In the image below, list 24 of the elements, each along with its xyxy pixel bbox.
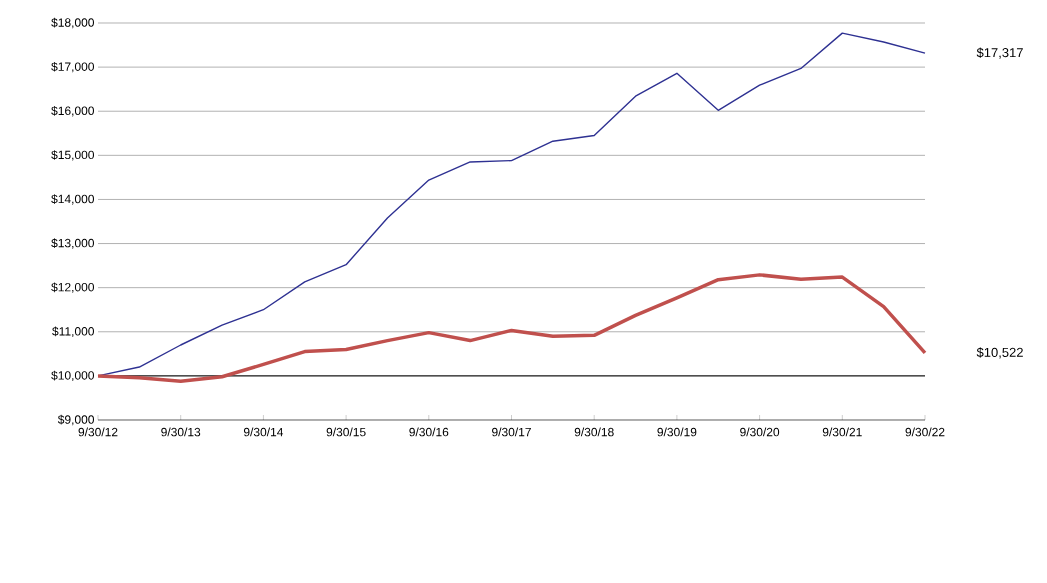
- line-series: [96, 273, 927, 383]
- x-tick-label: 9/30/18: [574, 427, 614, 437]
- y-tick-label: $16,000: [51, 106, 94, 117]
- x-tick-label: 9/30/20: [740, 427, 780, 437]
- y-tick-label: $14,000: [51, 194, 94, 205]
- y-tick-label: $12,000: [51, 282, 94, 293]
- y-tick-label: $13,000: [51, 238, 94, 249]
- x-tick-label: 9/30/12: [78, 427, 118, 437]
- y-tick-label: $18,000: [51, 17, 94, 29]
- x-tick-label: 9/30/17: [492, 427, 531, 437]
- y-tick-label: $10,000: [51, 370, 94, 382]
- x-tick-label: 9/30/16: [409, 427, 449, 437]
- y-tick-label: $11,000: [52, 326, 95, 337]
- x-tick-label: 9/30/21: [822, 427, 862, 437]
- text: $17,317: [976, 47, 1023, 59]
- y-tick-label: $9,000: [57, 414, 95, 426]
- y-tick-label: $17,000: [51, 61, 94, 73]
- y-tick-label: $15,000: [51, 150, 94, 161]
- x-tick-label: 9/30/22: [905, 427, 945, 437]
- text: $10,522: [976, 347, 1023, 359]
- x-tick-label: 9/30/13: [161, 427, 201, 437]
- x-tick-label: 9/30/19: [657, 427, 697, 437]
- x-tick-label: 9/30/14: [243, 427, 284, 437]
- x-tick-label: 9/30/15: [326, 427, 366, 437]
